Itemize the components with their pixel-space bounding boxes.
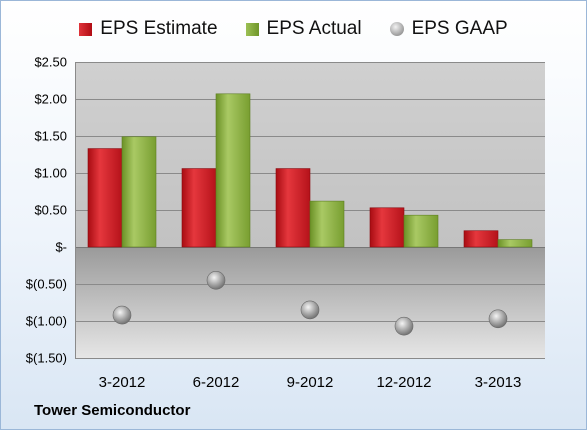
legend-item-actual: EPS Actual: [245, 18, 362, 40]
point-eps-gaap: [488, 309, 508, 329]
legend-swatch-gaap: [389, 22, 404, 36]
x-category-label: 9-2012: [287, 374, 334, 391]
point-eps-gaap: [300, 300, 320, 320]
legend-item-gaap: EPS GAAP: [389, 18, 508, 40]
point-eps-gaap: [112, 305, 132, 325]
y-tick-label: $1.00: [34, 166, 67, 181]
y-tick-label: $2.50: [34, 55, 67, 70]
y-tick-label: $-: [55, 240, 67, 255]
legend-swatch-estimate: [79, 22, 93, 36]
point-eps-gaap: [394, 316, 414, 336]
y-tick-label: $(1.00): [26, 314, 67, 329]
x-category-label: 3-2013: [475, 374, 522, 391]
bar-eps-estimate: [275, 168, 311, 248]
bar-eps-actual: [403, 214, 439, 248]
bar-eps-actual: [309, 200, 345, 248]
bar-eps-estimate: [181, 168, 217, 248]
y-tick-label: $(0.50): [26, 277, 67, 292]
legend-label-actual: EPS Actual: [266, 18, 362, 39]
x-category-label: 6-2012: [193, 374, 240, 391]
bar-eps-estimate: [463, 230, 499, 248]
y-tick-label: $1.50: [34, 129, 67, 144]
x-category-label: 3-2012: [99, 374, 146, 391]
legend-item-estimate: EPS Estimate: [79, 18, 218, 40]
legend-swatch-actual: [245, 22, 259, 36]
company-name: Tower Semiconductor: [34, 402, 191, 419]
bar-eps-estimate: [87, 148, 123, 248]
chart-legend: EPS Estimate EPS Actual EPS GAAP: [0, 15, 587, 43]
point-eps-gaap: [206, 270, 226, 290]
y-tick-label: $2.00: [34, 92, 67, 107]
bar-eps-actual: [121, 136, 157, 248]
y-tick-label: $(1.50): [26, 351, 67, 366]
bar-eps-actual: [497, 239, 533, 248]
legend-label-gaap: EPS GAAP: [411, 18, 508, 39]
legend-label-estimate: EPS Estimate: [100, 18, 218, 39]
bar-eps-estimate: [369, 207, 405, 248]
y-tick-label: $0.50: [34, 203, 67, 218]
bar-eps-actual: [215, 93, 251, 248]
x-category-label: 12-2012: [376, 374, 431, 391]
